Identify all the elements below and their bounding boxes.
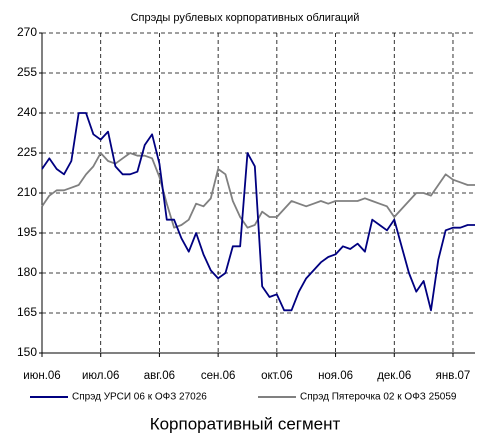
y-tick-label: 195 xyxy=(17,225,37,239)
y-tick-label: 270 xyxy=(17,25,37,39)
x-tick-label: июл.06 xyxy=(82,370,120,382)
x-tick-label: ноя.06 xyxy=(318,370,353,382)
x-tick-label: авг.06 xyxy=(144,370,175,382)
legend-label: Спрэд Пятерочка 02 к ОФЗ 25059 xyxy=(300,392,457,403)
x-tick-label: июн.06 xyxy=(23,370,60,382)
y-tick-label: 255 xyxy=(17,65,37,79)
chart-title: Спрэды рублевых корпоративных облигаций xyxy=(131,12,360,24)
series-line xyxy=(41,112,475,312)
legend-label: Спрэд УРСИ 06 к ОФЗ 27026 xyxy=(72,392,207,403)
y-tick-label: 210 xyxy=(17,185,37,199)
x-tick-label: янв.07 xyxy=(436,370,471,382)
chart-caption: Корпоративный сегмент xyxy=(150,414,341,433)
y-tick-label: 150 xyxy=(17,345,37,359)
y-tick-label: 165 xyxy=(17,305,37,319)
x-tick-label: окт.06 xyxy=(261,370,293,382)
x-tick-label: сен.06 xyxy=(201,370,235,382)
y-tick-label: 225 xyxy=(17,145,37,159)
y-tick-label: 180 xyxy=(17,265,37,279)
x-tick-label: дек.06 xyxy=(377,370,411,382)
y-tick-label: 240 xyxy=(17,105,37,119)
